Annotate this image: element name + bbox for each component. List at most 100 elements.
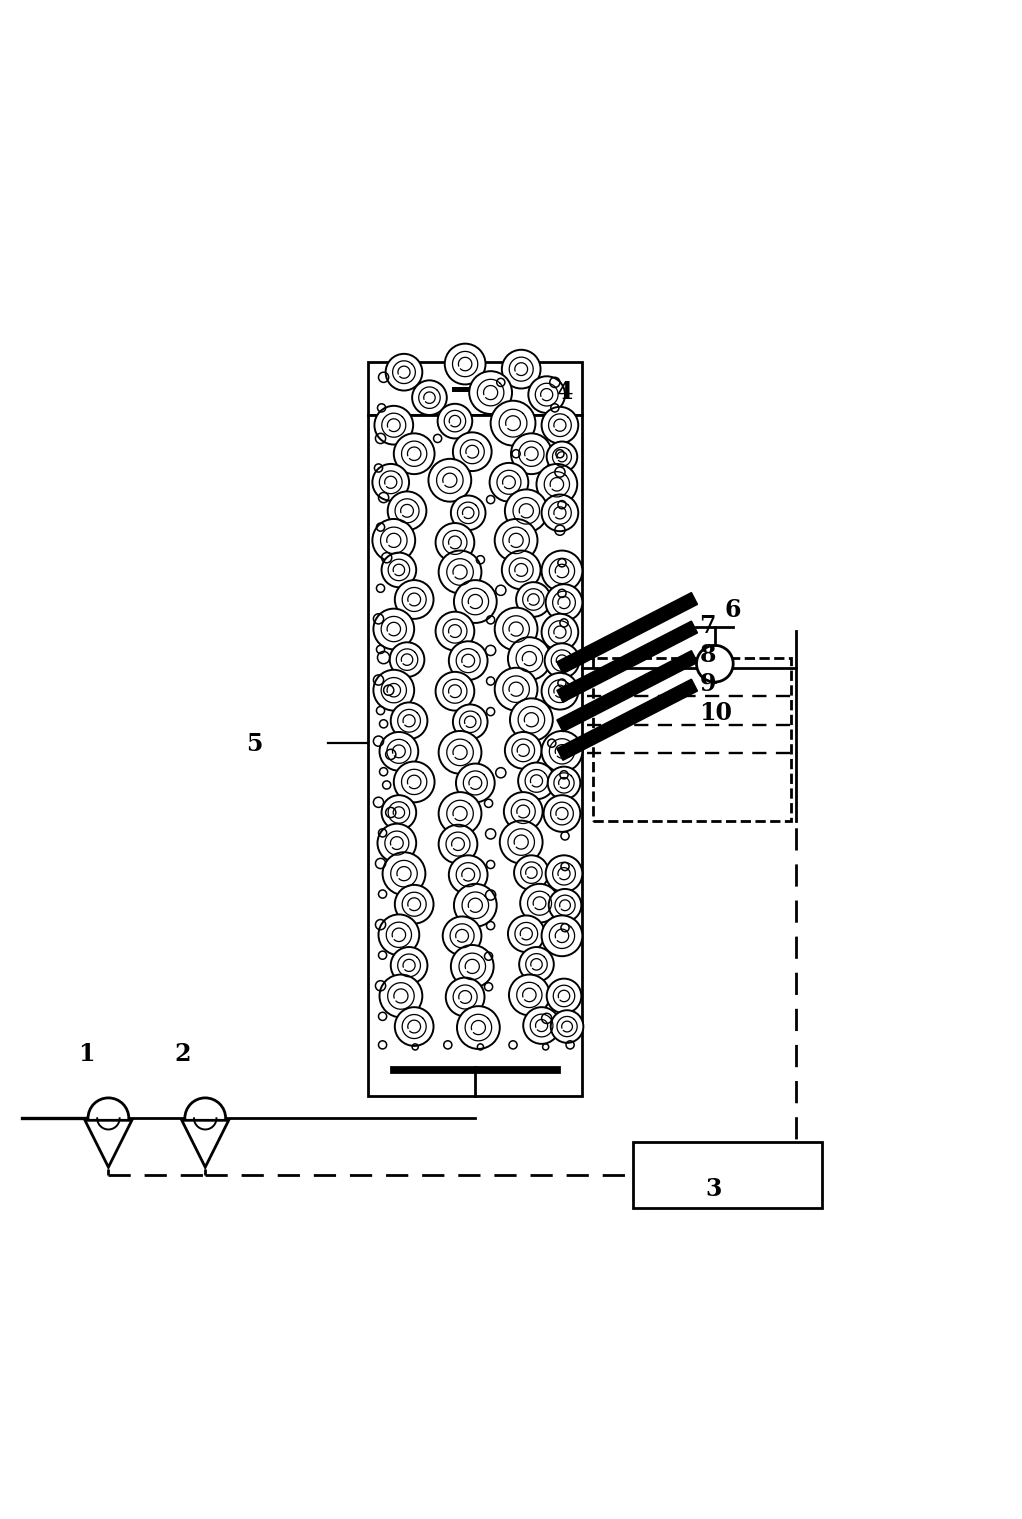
Text: 4: 4 bbox=[557, 380, 573, 404]
Circle shape bbox=[546, 855, 583, 892]
Circle shape bbox=[373, 609, 414, 650]
Circle shape bbox=[449, 641, 487, 681]
Circle shape bbox=[412, 380, 447, 415]
Circle shape bbox=[490, 463, 528, 501]
Circle shape bbox=[428, 459, 471, 501]
Circle shape bbox=[505, 489, 548, 532]
Circle shape bbox=[547, 978, 582, 1013]
Circle shape bbox=[393, 433, 434, 474]
Circle shape bbox=[514, 855, 549, 890]
Circle shape bbox=[505, 732, 542, 769]
Text: 10: 10 bbox=[699, 700, 733, 725]
Text: 3: 3 bbox=[705, 1177, 722, 1202]
Circle shape bbox=[547, 442, 577, 472]
Circle shape bbox=[697, 646, 733, 682]
Text: 7: 7 bbox=[699, 614, 716, 638]
Circle shape bbox=[469, 371, 512, 415]
Circle shape bbox=[443, 916, 481, 955]
Circle shape bbox=[438, 825, 477, 863]
Circle shape bbox=[546, 585, 583, 621]
Circle shape bbox=[377, 823, 416, 863]
Polygon shape bbox=[557, 679, 697, 761]
Circle shape bbox=[502, 349, 541, 389]
Circle shape bbox=[518, 763, 555, 799]
Circle shape bbox=[508, 636, 551, 681]
Circle shape bbox=[379, 975, 422, 1018]
Circle shape bbox=[446, 978, 484, 1016]
Circle shape bbox=[520, 884, 559, 922]
Circle shape bbox=[88, 1098, 129, 1139]
Bar bbox=[593, 658, 791, 820]
Circle shape bbox=[542, 407, 578, 444]
Circle shape bbox=[544, 794, 580, 832]
Circle shape bbox=[394, 886, 433, 924]
Circle shape bbox=[453, 705, 487, 740]
Circle shape bbox=[545, 644, 579, 677]
Circle shape bbox=[453, 433, 492, 471]
Circle shape bbox=[372, 463, 409, 501]
Circle shape bbox=[382, 852, 425, 895]
Circle shape bbox=[542, 495, 578, 532]
Circle shape bbox=[385, 354, 422, 390]
Circle shape bbox=[390, 946, 427, 984]
Circle shape bbox=[387, 492, 426, 530]
Circle shape bbox=[438, 550, 481, 594]
Circle shape bbox=[549, 889, 582, 922]
Circle shape bbox=[528, 377, 565, 413]
Circle shape bbox=[381, 794, 416, 829]
Circle shape bbox=[393, 761, 434, 802]
Circle shape bbox=[548, 767, 580, 799]
Circle shape bbox=[390, 702, 427, 740]
Circle shape bbox=[542, 614, 578, 650]
Circle shape bbox=[451, 945, 494, 987]
Circle shape bbox=[509, 975, 550, 1015]
Circle shape bbox=[435, 671, 474, 711]
Circle shape bbox=[435, 523, 474, 562]
Circle shape bbox=[542, 673, 578, 709]
Polygon shape bbox=[557, 650, 697, 732]
Circle shape bbox=[451, 495, 485, 530]
Circle shape bbox=[551, 1010, 584, 1044]
Circle shape bbox=[394, 1007, 433, 1047]
Text: 2: 2 bbox=[175, 1042, 191, 1066]
Circle shape bbox=[542, 731, 583, 772]
Circle shape bbox=[511, 433, 552, 474]
Circle shape bbox=[495, 608, 538, 650]
Polygon shape bbox=[85, 1121, 132, 1167]
Circle shape bbox=[437, 404, 472, 439]
Circle shape bbox=[185, 1098, 226, 1139]
Circle shape bbox=[457, 1006, 500, 1050]
Text: 8: 8 bbox=[699, 643, 716, 667]
Circle shape bbox=[495, 519, 538, 562]
Circle shape bbox=[502, 550, 541, 589]
Circle shape bbox=[537, 463, 577, 504]
Polygon shape bbox=[557, 592, 697, 673]
Circle shape bbox=[516, 582, 551, 617]
Text: 6: 6 bbox=[724, 598, 741, 621]
Circle shape bbox=[500, 820, 543, 863]
Circle shape bbox=[519, 946, 554, 981]
Circle shape bbox=[495, 668, 538, 711]
Text: 5: 5 bbox=[246, 732, 263, 756]
Circle shape bbox=[542, 550, 583, 591]
Bar bbox=[368, 415, 583, 1095]
Circle shape bbox=[378, 914, 419, 955]
Circle shape bbox=[438, 791, 481, 835]
Circle shape bbox=[508, 916, 545, 952]
Circle shape bbox=[491, 401, 536, 445]
Bar bbox=[634, 1142, 822, 1208]
Circle shape bbox=[379, 732, 418, 770]
Circle shape bbox=[449, 855, 487, 895]
Circle shape bbox=[454, 580, 497, 623]
Bar bbox=[368, 362, 583, 415]
Circle shape bbox=[374, 406, 413, 445]
Circle shape bbox=[435, 612, 474, 650]
Text: 9: 9 bbox=[699, 673, 716, 696]
Circle shape bbox=[394, 580, 433, 618]
Polygon shape bbox=[182, 1121, 229, 1167]
Circle shape bbox=[445, 343, 485, 384]
Circle shape bbox=[381, 553, 416, 588]
Circle shape bbox=[389, 643, 424, 677]
Circle shape bbox=[504, 791, 543, 831]
Circle shape bbox=[510, 699, 553, 741]
